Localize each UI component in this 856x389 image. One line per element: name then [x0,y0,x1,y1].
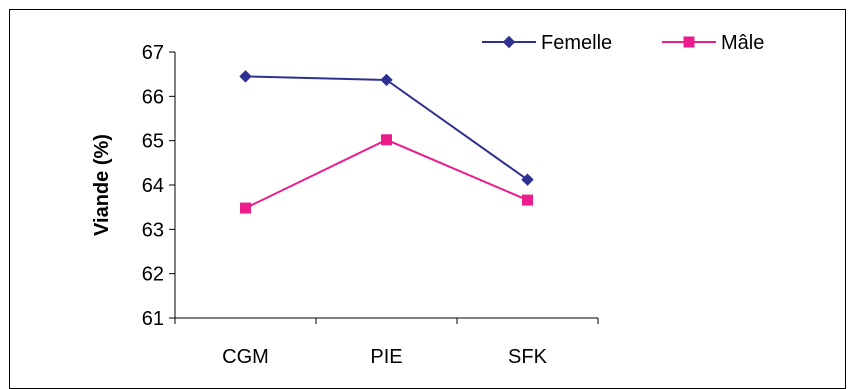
y-tick-label: 63 [142,219,164,241]
y-tick-label: 66 [142,86,164,108]
data-point [522,194,533,206]
legend-item-0: Femelle [482,32,612,54]
legend-item-1: Mâle [662,32,764,54]
y-tick-label: 62 [142,264,164,286]
x-tick-label: CGM [222,346,269,368]
y-tick-label: 61 [142,308,164,330]
x-tick-label: PIE [370,346,402,368]
series-layer [239,70,534,214]
x-tick-label: SFK [508,346,548,368]
y-axis-title: Viande (%) [91,134,113,236]
series-line [245,75,529,181]
line-chart: 61 62 63 64 65 66 67 CGM PIE SFK Viande (%) Femell… [91,32,764,368]
legend-label: Femelle [541,32,612,54]
series-1 [240,134,533,214]
data-point [521,173,534,186]
data-point [381,134,392,146]
legend-marker [502,35,516,49]
legend-label: Mâle [721,32,764,54]
data-point [240,202,251,214]
data-point [380,73,393,87]
y-tick-label: 64 [142,175,164,197]
data-point [239,70,252,83]
series-0 [239,70,534,186]
legend-marker [683,36,695,48]
y-tick-label: 67 [142,42,164,64]
y-tick-label: 65 [142,131,164,153]
axes: 61 62 63 64 65 66 67 CGM PIE SFK Viande (%) [91,42,599,368]
legend: Femelle Mâle [482,32,764,54]
